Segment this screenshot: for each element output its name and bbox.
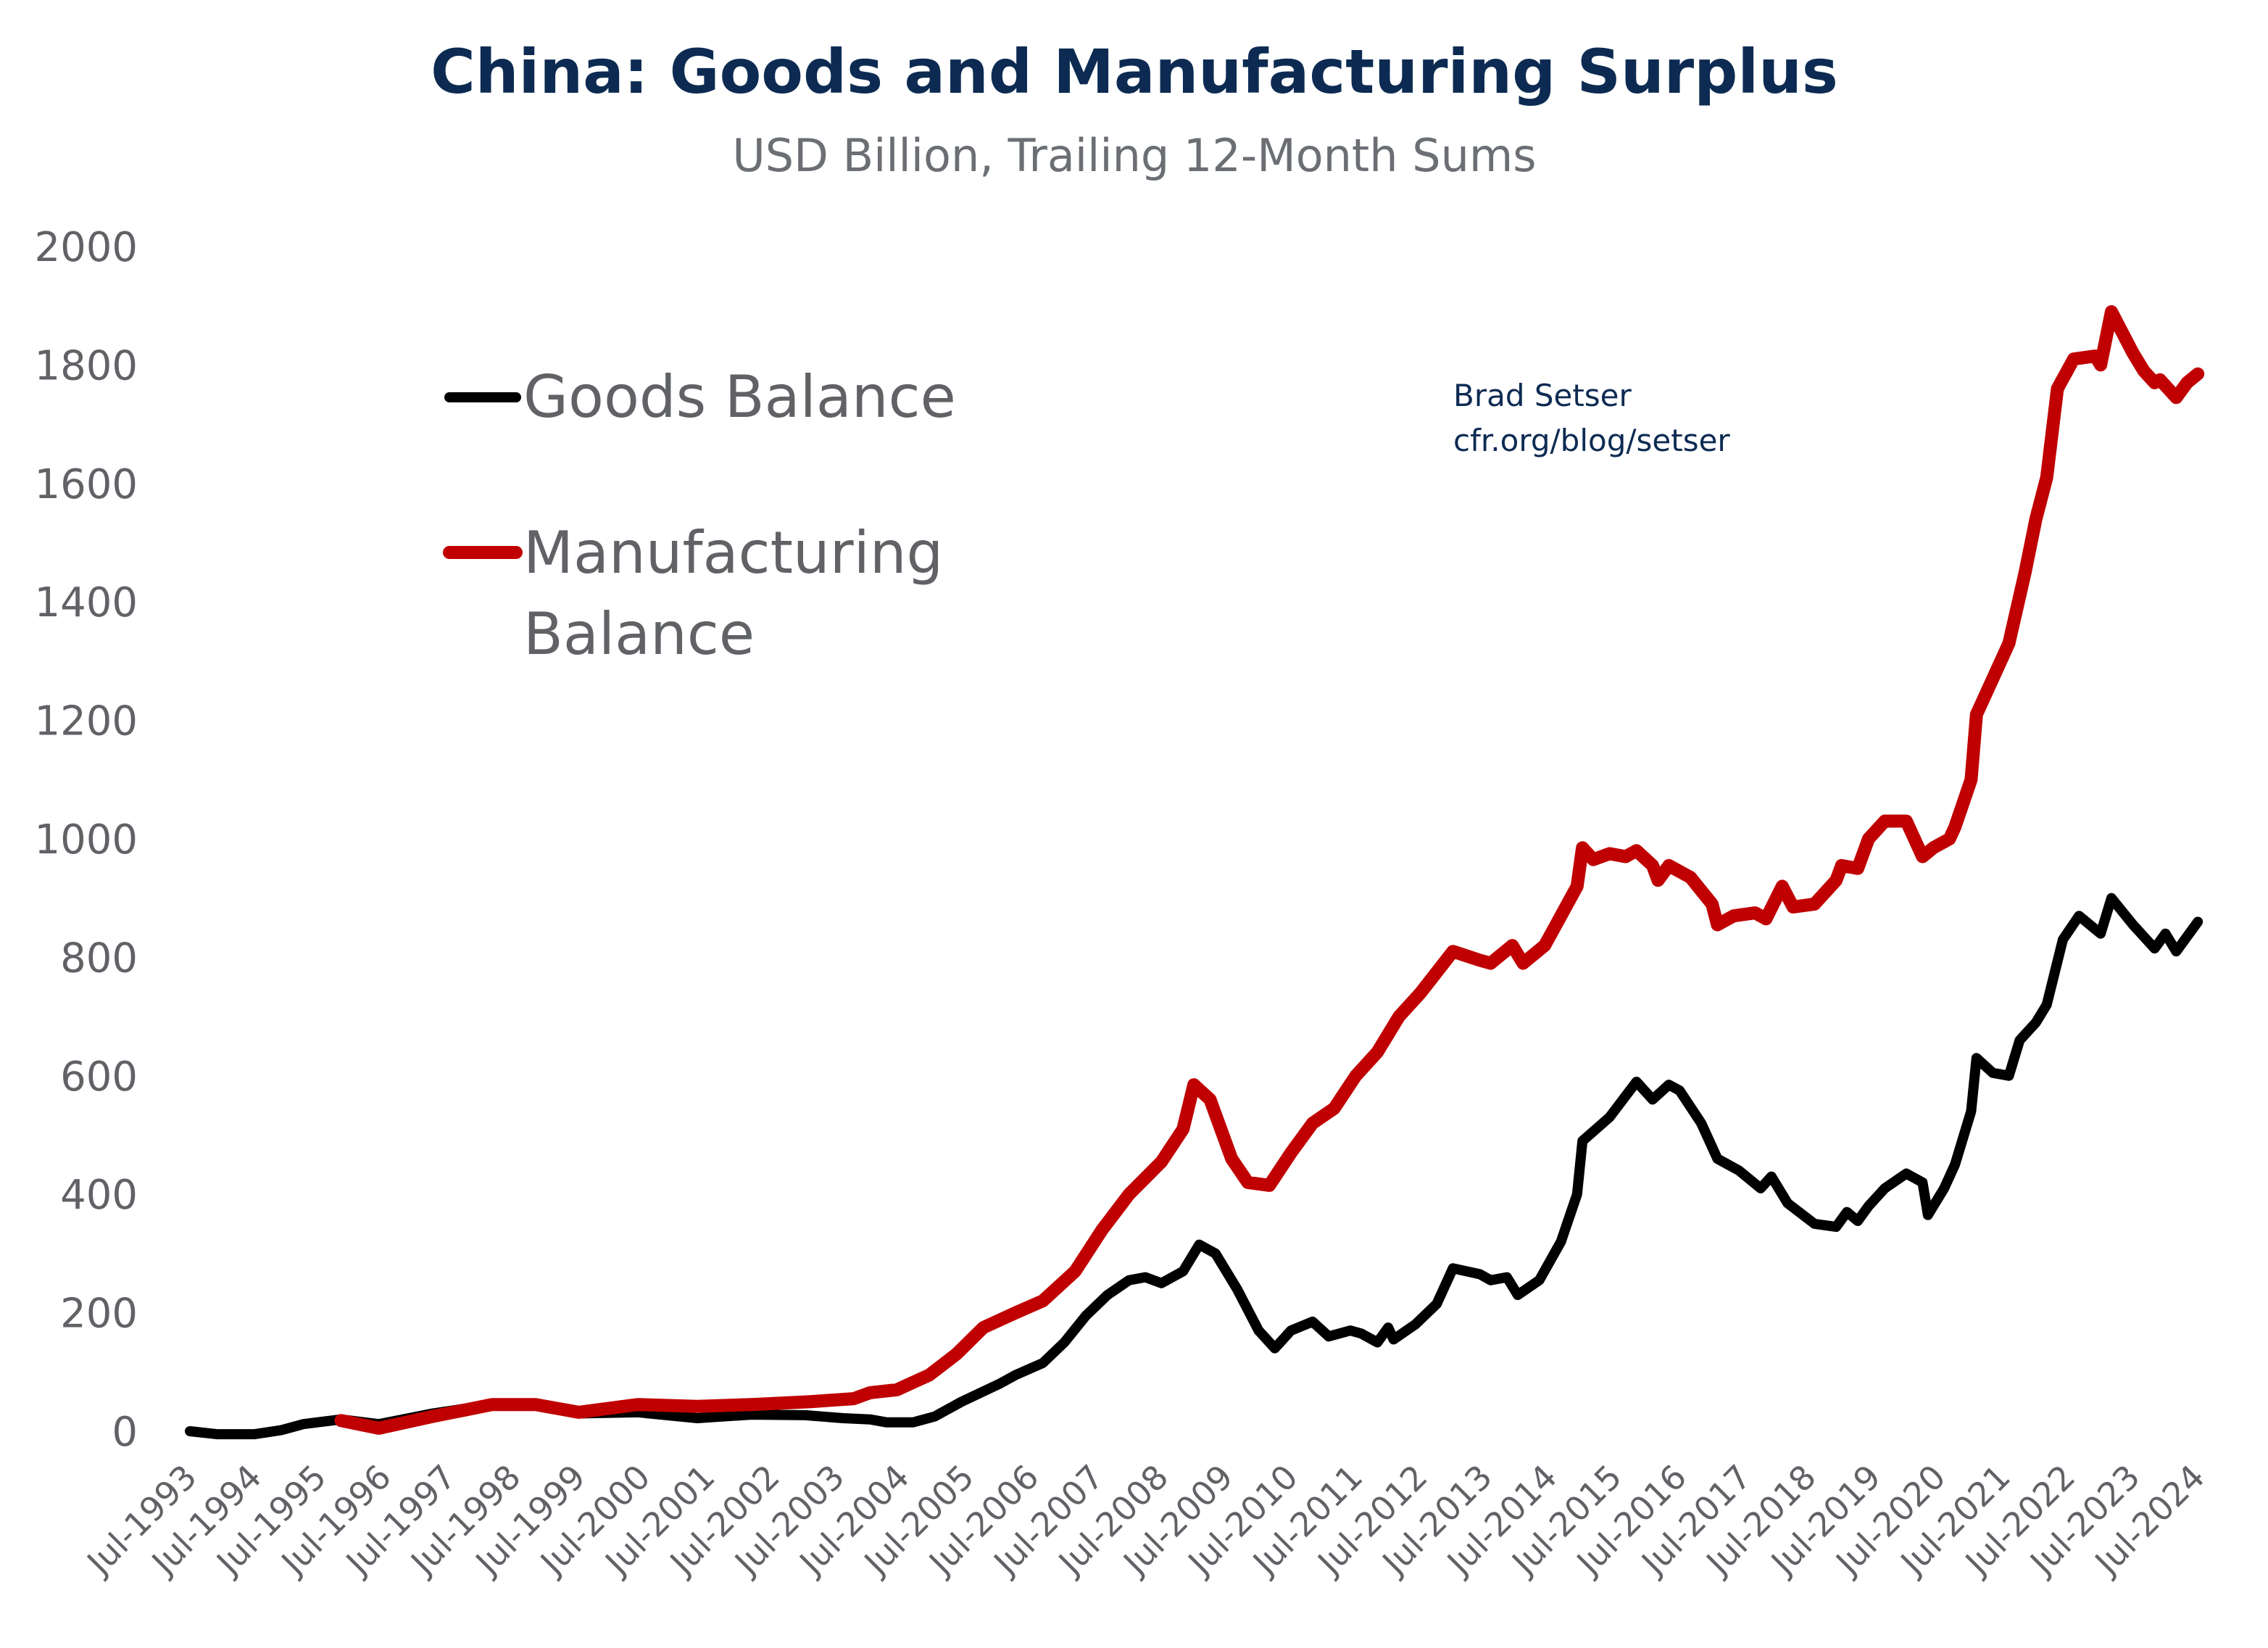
y-tick-label: 1000 <box>34 816 138 864</box>
series-lines <box>185 305 2205 1440</box>
y-tick-label: 1800 <box>34 342 138 389</box>
y-tick-label: 800 <box>60 935 138 982</box>
source-url: cfr.org/blog/setser <box>1453 423 1730 458</box>
y-tick-label: 2000 <box>34 224 138 271</box>
legend-label-manufacturing-line2: Balance <box>523 600 755 668</box>
source-author: Brad Setser <box>1453 378 1632 413</box>
legend-label-manufacturing-line1: Manufacturing <box>523 519 943 587</box>
y-tick-label: 400 <box>60 1172 138 1219</box>
chart-title: China: Goods and Manufacturing Surplus <box>431 36 1838 107</box>
y-tick-label: 600 <box>60 1053 138 1101</box>
y-tick-label: 0 <box>112 1409 138 1456</box>
goods-balance-line <box>185 893 2203 1440</box>
y-tick-label: 1600 <box>34 461 138 508</box>
legend-label-manufacturing: Manufacturing Balance <box>523 519 962 668</box>
y-axis-ticks: 0 200 400 600 800 1000 1200 1400 1600 1800 2000 <box>34 224 138 1456</box>
y-tick-label: 200 <box>60 1291 138 1338</box>
legend-label-goods: Goods Balance <box>523 363 956 431</box>
y-tick-label: 1400 <box>34 579 138 626</box>
y-tick-label: 1200 <box>34 698 138 745</box>
manufacturing-balance-line <box>334 305 2205 1435</box>
legend: Goods Balance Manufacturing Balance <box>443 363 962 668</box>
chart-subtitle: USD Billion, Trailing 12-Month Sums <box>732 129 1536 182</box>
x-axis-ticks: Jul-1993Jul-1994Jul-1995Jul-1996Jul-1997… <box>78 1457 2212 1583</box>
